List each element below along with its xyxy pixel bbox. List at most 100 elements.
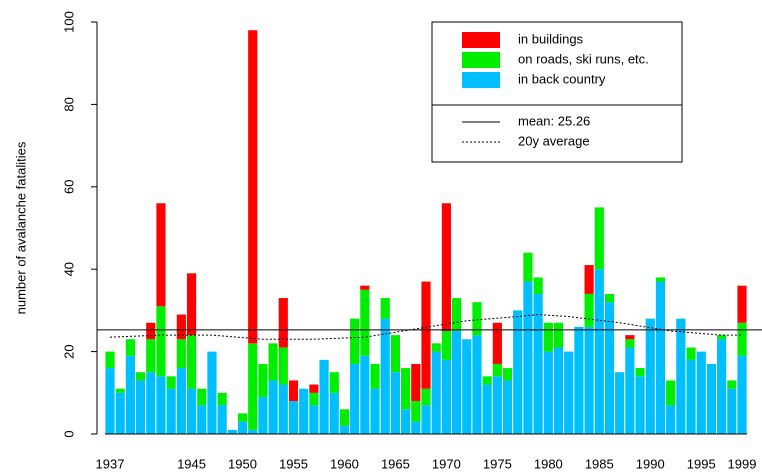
bar-segment: [441, 331, 451, 360]
legend-label: 20y average: [518, 133, 590, 148]
bar-segment: [513, 310, 523, 434]
bar-segment: [248, 429, 258, 434]
bar-segment: [166, 388, 176, 434]
bar-segment: [655, 281, 666, 434]
legend-label: on roads, ski runs, etc.: [518, 51, 649, 66]
bar-segment: [411, 363, 421, 402]
bar-segment: [553, 322, 564, 348]
bar-segment: [380, 318, 390, 434]
bar-segment: [686, 347, 696, 360]
x-tick-label: 1995: [687, 456, 716, 471]
bar-segment: [186, 335, 197, 389]
y-tick-label: 100: [61, 11, 76, 33]
bar-segment: [186, 388, 197, 434]
bar-segment: [421, 281, 431, 389]
bar-segment: [502, 380, 513, 434]
bar-segment: [115, 392, 125, 434]
bar-segment: [451, 298, 462, 331]
bar-segment: [574, 326, 584, 434]
bar-segment: [237, 413, 248, 422]
bar-segment: [390, 372, 401, 434]
x-tick-label: 1975: [483, 456, 512, 471]
bar-segment: [604, 293, 615, 303]
bar-segment: [309, 392, 319, 406]
bar-segment: [584, 293, 594, 327]
y-tick-label: 60: [61, 180, 76, 194]
bar-segment: [717, 339, 727, 434]
bar-segment: [146, 372, 156, 434]
bar-segment: [502, 368, 513, 381]
bar-segment: [156, 203, 166, 307]
bar-segment: [105, 351, 115, 369]
bar-segment: [156, 376, 166, 434]
bar-segment: [360, 289, 370, 356]
bar-segment: [125, 355, 135, 434]
bar-segment: [390, 335, 401, 373]
bar-segment: [339, 409, 350, 426]
bar-segment: [350, 363, 360, 434]
x-tick-label: 1960: [330, 456, 359, 471]
bar-segment: [482, 376, 492, 385]
bar-segment: [492, 376, 502, 434]
bar-segment: [635, 376, 645, 434]
x-tick-label: 1990: [636, 456, 665, 471]
x-tick-label: 1970: [432, 456, 461, 471]
bar-segment: [533, 293, 543, 434]
bar-segment: [309, 384, 319, 393]
x-tick-label: 1980: [534, 456, 563, 471]
bar-segment: [197, 388, 207, 406]
bar-segment: [217, 392, 227, 406]
bar-segment: [523, 281, 533, 434]
bar-segment: [604, 302, 615, 434]
bar-segment: [584, 326, 594, 434]
bar-segment: [666, 380, 676, 406]
x-tick-label: 1950: [228, 456, 257, 471]
bar-segment: [615, 372, 625, 434]
bar-segment: [278, 347, 288, 385]
bar-segment: [227, 429, 237, 434]
bar-segment: [655, 277, 666, 282]
bar-segment: [329, 392, 339, 434]
x-tick-label: 1985: [585, 456, 614, 471]
bar-segment: [105, 368, 115, 434]
bar-segment: [625, 335, 635, 340]
legend-swatch: [462, 32, 500, 48]
bar-segment: [360, 355, 370, 434]
bar-segment: [299, 388, 309, 434]
bar-segment: [727, 388, 737, 434]
bar-segment: [258, 396, 268, 434]
bar-segment: [166, 376, 176, 389]
bar-segment: [401, 409, 411, 434]
bar-segment: [288, 401, 299, 434]
bar-segment: [197, 405, 207, 434]
bar-segment: [309, 405, 319, 434]
x-tick-label: 1955: [279, 456, 308, 471]
legend-label: in buildings: [518, 31, 584, 46]
bar-segment: [176, 339, 186, 369]
legend-swatch: [462, 72, 500, 88]
bar-segment: [135, 380, 146, 434]
bar-segment: [523, 252, 533, 282]
bar-segment: [115, 388, 125, 393]
bar-segment: [156, 306, 166, 377]
bar-segment: [411, 421, 421, 434]
bar-segment: [482, 384, 492, 434]
bar-segment: [411, 401, 421, 422]
bar-segment: [217, 405, 227, 434]
bar-segment: [146, 322, 156, 340]
bar-segment: [553, 347, 564, 434]
bar-segment: [543, 322, 553, 352]
legend-label: mean: 25.26: [518, 113, 590, 128]
bar-segment: [676, 318, 686, 434]
bar-segment: [737, 355, 747, 434]
bar-segment: [319, 359, 329, 434]
bar-segment: [237, 421, 248, 434]
bar-segment: [594, 269, 604, 434]
bar-segment: [645, 318, 655, 434]
bar-segment: [727, 380, 737, 389]
legend-swatch: [462, 52, 500, 68]
bar-segment: [360, 285, 370, 290]
bar-segment: [421, 405, 431, 434]
bar-segment: [472, 335, 482, 434]
bar-segment: [594, 207, 604, 270]
